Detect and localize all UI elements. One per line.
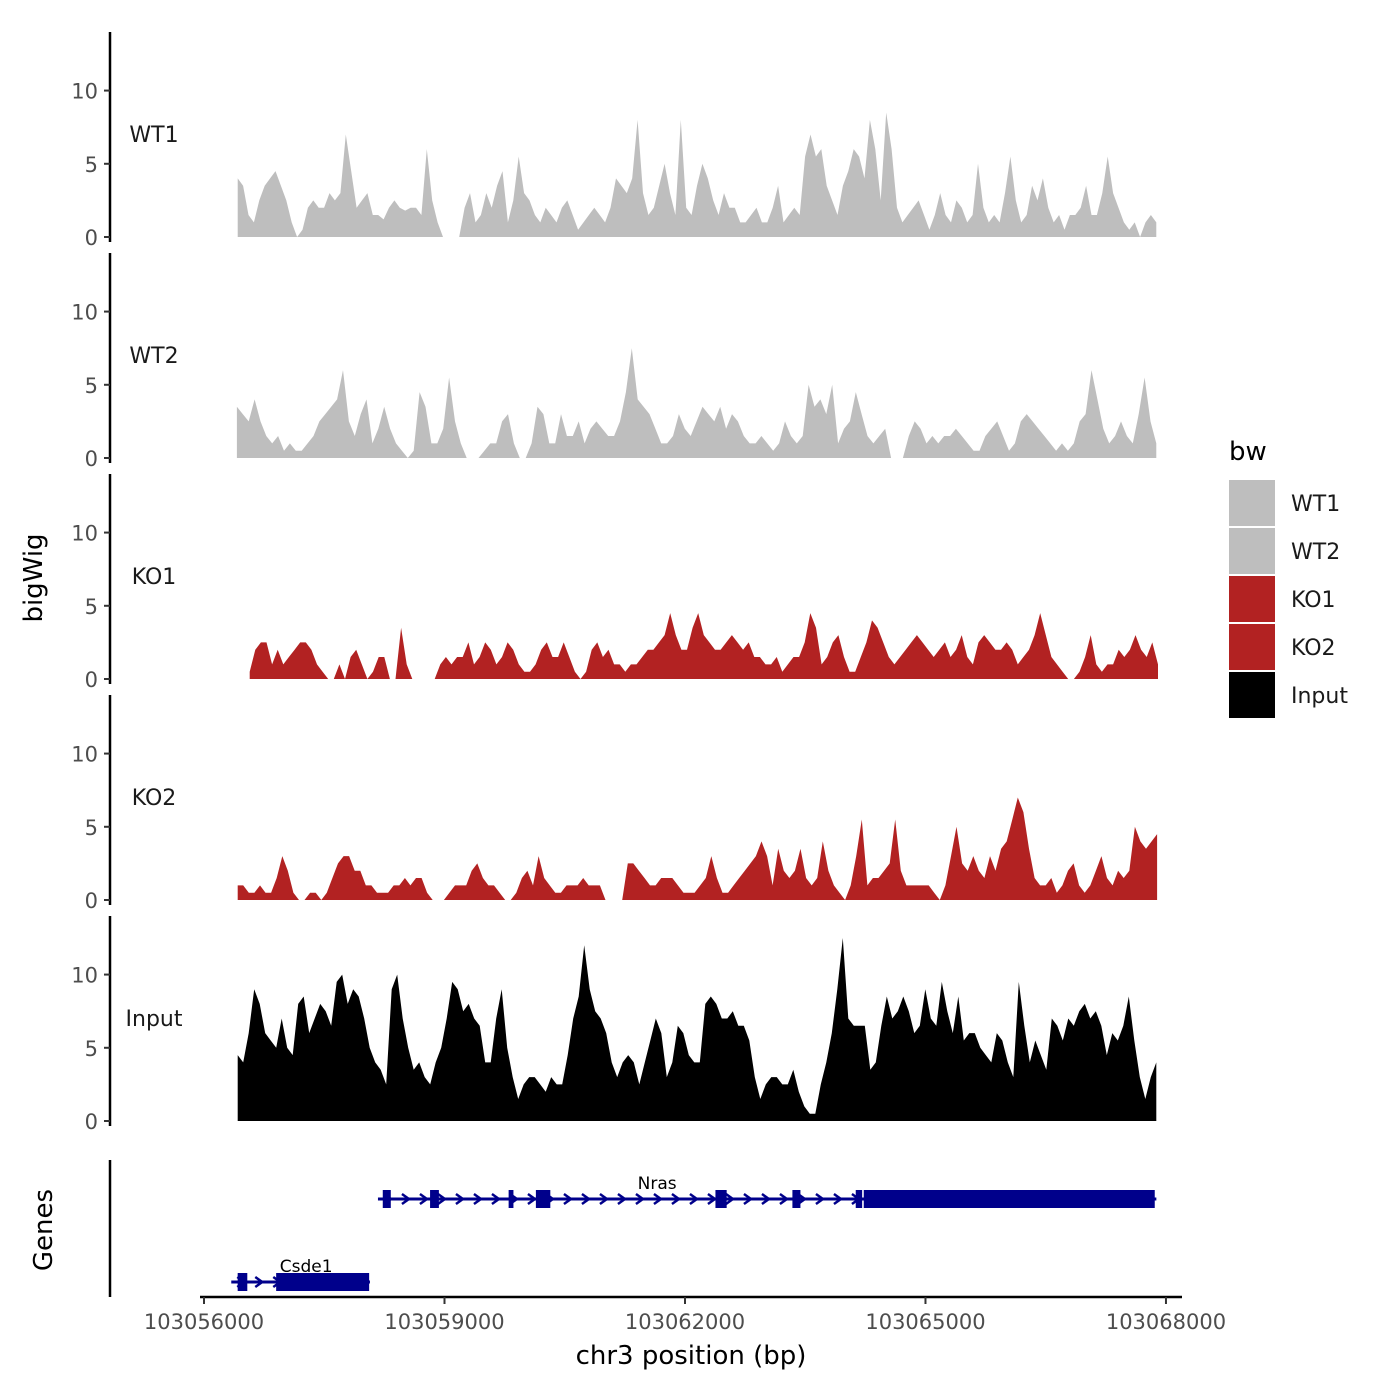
strand-arrow bbox=[581, 1192, 592, 1206]
strand-arrow bbox=[419, 1192, 430, 1206]
legend-swatch bbox=[1229, 624, 1275, 670]
strand-arrow bbox=[455, 1192, 466, 1206]
y-tick-label: 10 bbox=[71, 964, 98, 988]
strand-arrow bbox=[635, 1192, 646, 1206]
track-label: WT2 bbox=[129, 344, 178, 369]
y-tick-label: 0 bbox=[85, 668, 98, 692]
y-tick-label: 5 bbox=[85, 816, 98, 840]
legend-swatch bbox=[1229, 480, 1275, 526]
x-tick-label: 103059000 bbox=[384, 1310, 504, 1334]
legend: bw WT1 WT2 KO1 KO2 Input bbox=[1229, 437, 1348, 718]
coverage-area-ko2 bbox=[237, 797, 1158, 900]
strand-arrow bbox=[473, 1192, 484, 1206]
coverage-area-ko1 bbox=[249, 613, 1158, 679]
exon bbox=[863, 1190, 1155, 1208]
legend-label: Input bbox=[1291, 684, 1348, 709]
y-tick-label: 10 bbox=[71, 80, 98, 104]
legend-swatch bbox=[1229, 672, 1275, 718]
y-tick-label: 10 bbox=[71, 301, 98, 325]
strand-arrow bbox=[689, 1192, 700, 1206]
gene-name-label: Nras bbox=[638, 1174, 677, 1194]
track-label: Input bbox=[126, 1007, 183, 1032]
legend-title: bw bbox=[1229, 437, 1267, 467]
coverage-tracks: 0 5 10 WT1 0 5 10 WT2 0 5 10 KO1 0 5 10 KO2 0 5 10 Input bbox=[71, 32, 1158, 1134]
strand-arrow bbox=[653, 1192, 664, 1206]
exon bbox=[855, 1190, 863, 1208]
legend-item-input: Input bbox=[1229, 672, 1348, 718]
strand-arrow bbox=[599, 1192, 610, 1206]
legend-item-ko2: KO2 bbox=[1229, 624, 1336, 670]
legend-label: WT2 bbox=[1291, 540, 1340, 565]
y-axis-label: bigWig bbox=[19, 533, 49, 622]
y-tick-label: 5 bbox=[85, 595, 98, 619]
x-axis: chr3 position (bp) 103056000 103059000 103… bbox=[144, 1295, 1226, 1371]
exon bbox=[508, 1190, 514, 1208]
strand-arrow bbox=[671, 1192, 682, 1206]
strand-arrow bbox=[815, 1192, 826, 1206]
strand-arrow bbox=[527, 1192, 538, 1206]
strand-arrow bbox=[254, 1275, 265, 1289]
strand-arrow bbox=[563, 1192, 574, 1206]
exon bbox=[792, 1190, 801, 1208]
y-tick-label: 10 bbox=[71, 743, 98, 767]
y-tick-label: 0 bbox=[85, 1110, 98, 1134]
legend-label: WT1 bbox=[1291, 492, 1340, 517]
exon bbox=[237, 1273, 248, 1291]
x-tick-label: 103056000 bbox=[144, 1310, 264, 1334]
track-label: WT1 bbox=[129, 123, 178, 148]
y-tick-label: 0 bbox=[85, 447, 98, 471]
y-tick-label: 10 bbox=[71, 522, 98, 546]
track-input: 0 5 10 Input bbox=[71, 916, 1157, 1134]
strand-arrow bbox=[437, 1192, 448, 1206]
coverage-area-wt1 bbox=[237, 112, 1157, 237]
strand-arrow bbox=[707, 1192, 718, 1206]
strand-arrow bbox=[725, 1192, 736, 1206]
strand-arrow bbox=[491, 1192, 502, 1206]
track-wt1: 0 5 10 WT1 bbox=[71, 32, 1157, 250]
legend-label: KO1 bbox=[1291, 588, 1336, 613]
track-label: KO2 bbox=[132, 786, 177, 811]
coverage-area-input bbox=[237, 938, 1157, 1121]
gene-name-label: Csde1 bbox=[280, 1257, 333, 1277]
gene-nras: Nras bbox=[377, 1174, 1157, 1208]
strand-arrow bbox=[833, 1192, 844, 1206]
y-tick-label: 0 bbox=[85, 889, 98, 913]
genes-track: Genes Nras Csde1 bbox=[29, 1160, 1157, 1297]
exon bbox=[276, 1273, 370, 1291]
legend-swatch bbox=[1229, 528, 1275, 574]
y-tick-label: 0 bbox=[85, 226, 98, 250]
x-tick-label: 103062000 bbox=[625, 1310, 745, 1334]
strand-arrow bbox=[761, 1192, 772, 1206]
exon bbox=[430, 1190, 439, 1208]
y-tick-label: 5 bbox=[85, 153, 98, 177]
gene-csde1: Csde1 bbox=[231, 1257, 370, 1291]
x-tick-label: 103068000 bbox=[1106, 1310, 1226, 1334]
track-wt2: 0 5 10 WT2 bbox=[71, 253, 1157, 471]
coverage-area-wt2 bbox=[236, 348, 1157, 458]
legend-item-wt1: WT1 bbox=[1229, 480, 1340, 526]
x-axis-label: chr3 position (bp) bbox=[576, 1341, 807, 1371]
y-tick-label: 5 bbox=[85, 374, 98, 398]
exon bbox=[715, 1190, 727, 1208]
genes-axis-label: Genes bbox=[29, 1189, 59, 1271]
strand-arrow bbox=[743, 1192, 754, 1206]
track-label: KO1 bbox=[132, 565, 177, 590]
legend-label: KO2 bbox=[1291, 636, 1336, 661]
legend-swatch bbox=[1229, 576, 1275, 622]
y-tick-label: 5 bbox=[85, 1037, 98, 1061]
track-ko1: 0 5 10 KO1 bbox=[71, 474, 1158, 692]
strand-arrow bbox=[401, 1192, 412, 1206]
x-tick-label: 103065000 bbox=[865, 1310, 985, 1334]
strand-arrow bbox=[779, 1192, 790, 1206]
strand-arrow bbox=[617, 1192, 628, 1206]
legend-item-ko1: KO1 bbox=[1229, 576, 1336, 622]
exon bbox=[382, 1190, 391, 1208]
track-ko2: 0 5 10 KO2 bbox=[71, 695, 1158, 913]
exon bbox=[535, 1190, 551, 1208]
legend-item-wt2: WT2 bbox=[1229, 528, 1340, 574]
